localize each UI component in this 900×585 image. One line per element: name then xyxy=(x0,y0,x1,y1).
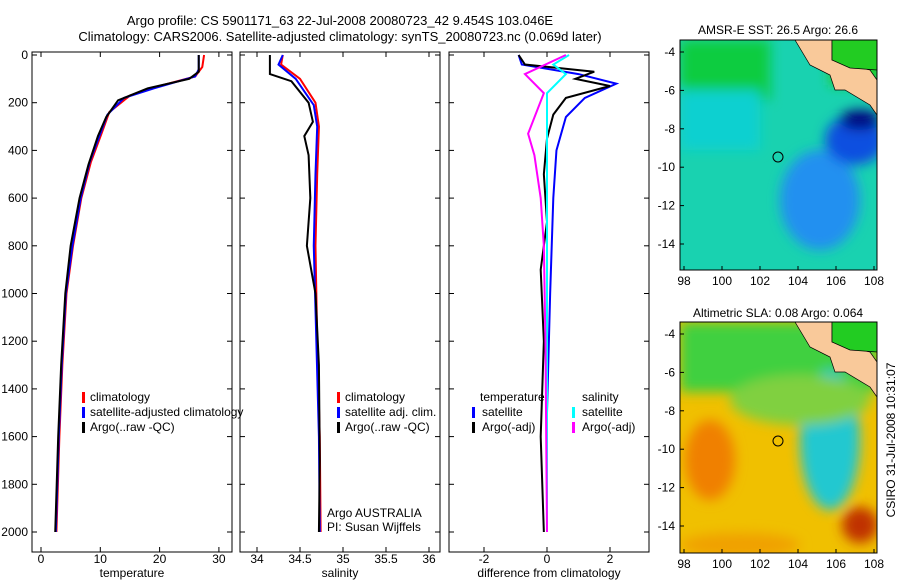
series-line-salinity-satellite xyxy=(546,54,570,532)
y-tick-label: -10 xyxy=(658,442,676,456)
x-tick-label: 98 xyxy=(677,274,691,288)
y-tick-label: 1600 xyxy=(1,430,28,444)
sst-map: AMSR-E SST: 26.5 Argo: 26.6 xyxy=(679,23,878,271)
x-tick-label: 104 xyxy=(788,274,808,288)
x-tick-label: 106 xyxy=(826,274,846,288)
y-tick-label: 200 xyxy=(8,96,28,110)
y-tick-label: 1200 xyxy=(1,334,28,348)
y-tick-label: -6 xyxy=(664,83,675,97)
y-tick-label: 0 xyxy=(21,48,28,62)
series-line-satellite xyxy=(277,54,321,533)
y-tick-label: -4 xyxy=(664,45,675,59)
x-tick-label: 104 xyxy=(788,557,808,571)
x-tick-label: 35 xyxy=(336,552,350,566)
x-tick-label: 98 xyxy=(677,557,691,571)
plot-frame-0 xyxy=(31,51,233,553)
series-line-temperature-satellite xyxy=(517,54,620,532)
sla-map-frame xyxy=(679,321,878,554)
x-tick-label: 0 xyxy=(544,552,551,566)
side-label: CSIRO 31-Jul-2008 10:31:07 xyxy=(884,362,898,517)
legend-swatch xyxy=(472,422,475,433)
series-line-argo xyxy=(54,55,200,533)
legend-swatch xyxy=(82,392,85,403)
series-line-salinity-argo-adj- xyxy=(523,54,567,533)
x-tick-label: 108 xyxy=(864,557,884,571)
y-tick-label: 2000 xyxy=(1,525,28,539)
series-line-argo xyxy=(268,55,321,533)
plot-frame-1 xyxy=(239,51,441,553)
legend-label: satellite adj. clim. xyxy=(345,405,436,419)
y-tick-label: -4 xyxy=(664,327,675,341)
legend-swatch xyxy=(572,422,575,433)
y-tick-label: -8 xyxy=(664,122,675,136)
y-tick-label: -14 xyxy=(658,519,676,533)
legend-label: temperature xyxy=(480,390,545,404)
x-tick-label: 108 xyxy=(864,274,884,288)
legend-swatch xyxy=(337,407,340,418)
y-tick-label: 400 xyxy=(8,143,28,157)
series-line-temperature-argo-adj- xyxy=(517,54,611,533)
y-tick-label: -10 xyxy=(658,160,676,174)
x-tick-label: 36 xyxy=(422,552,436,566)
x-tick-label: 102 xyxy=(750,557,770,571)
title-line-1: Argo profile: CS 5901171_63 22-Jul-2008 … xyxy=(127,13,554,28)
x-tick-label: 2 xyxy=(607,552,614,566)
legend-label: Argo(-adj) xyxy=(582,420,635,434)
legend-label: satellite xyxy=(482,405,523,419)
x-tick-label: 100 xyxy=(712,274,732,288)
series-line-satellite xyxy=(54,55,200,533)
y-tick-label: 1400 xyxy=(1,382,28,396)
y-tick-label: -6 xyxy=(664,365,675,379)
legend-swatch xyxy=(82,422,85,433)
x-tick-label: 35.5 xyxy=(374,552,398,566)
x-tick-label: 34.5 xyxy=(288,552,312,566)
x-tick-label: 0 xyxy=(38,552,45,566)
x-tick-label: 34 xyxy=(250,552,264,566)
legend-label: Argo(..raw -QC) xyxy=(345,420,430,434)
legend-label: Argo(..raw -QC) xyxy=(90,420,175,434)
x-tick-label: -2 xyxy=(479,552,490,566)
legend-label: satellite xyxy=(582,405,623,419)
legend-label: climatology xyxy=(90,390,150,404)
legend-swatch xyxy=(572,407,575,418)
y-tick-label: -8 xyxy=(664,404,675,418)
title-line-2: Climatology: CARS2006. Satellite-adjuste… xyxy=(78,29,601,44)
x-tick-label: 20 xyxy=(153,552,167,566)
y-tick-label: 1800 xyxy=(1,477,28,491)
argo-location-marker xyxy=(772,435,784,447)
legend-label: climatology xyxy=(345,390,405,404)
sla-map-title: Altimetric SLA: 0.08 Argo: 0.064 xyxy=(693,306,863,320)
sst-map-frame xyxy=(679,39,878,271)
series-line-climatology xyxy=(55,54,206,533)
legend-label: satellite-adjusted climatology xyxy=(90,405,243,419)
annotation: Argo AUSTRALIA xyxy=(327,506,422,520)
legend-swatch xyxy=(472,407,475,418)
legend-swatch xyxy=(82,407,85,418)
argo-location-marker xyxy=(772,151,784,163)
y-tick-label: -14 xyxy=(658,237,676,251)
y-tick-label: 1000 xyxy=(1,287,28,301)
annotation: PI: Susan Wijffels xyxy=(327,520,421,534)
x-tick-label: 10 xyxy=(94,552,108,566)
y-tick-label: -12 xyxy=(658,199,676,213)
plot-frame-2 xyxy=(448,51,650,553)
x-axis-label: difference from climatology xyxy=(477,566,620,580)
x-tick-label: 106 xyxy=(826,557,846,571)
y-tick-label: -12 xyxy=(658,481,676,495)
y-tick-label: 800 xyxy=(8,239,28,253)
legend-label: Argo(-adj) xyxy=(482,420,535,434)
legend-swatch xyxy=(337,422,340,433)
sla-map: Altimetric SLA: 0.08 Argo: 0.064 xyxy=(679,306,878,554)
sst-map-title: AMSR-E SST: 26.5 Argo: 26.6 xyxy=(698,23,858,37)
x-tick-label: 102 xyxy=(750,274,770,288)
x-axis-label: salinity xyxy=(322,566,359,580)
x-tick-label: 30 xyxy=(212,552,226,566)
x-axis-label: temperature xyxy=(100,566,165,580)
legend-swatch xyxy=(337,392,340,403)
legend-label: salinity xyxy=(582,390,619,404)
x-tick-label: 100 xyxy=(712,557,732,571)
y-tick-label: 600 xyxy=(8,191,28,205)
